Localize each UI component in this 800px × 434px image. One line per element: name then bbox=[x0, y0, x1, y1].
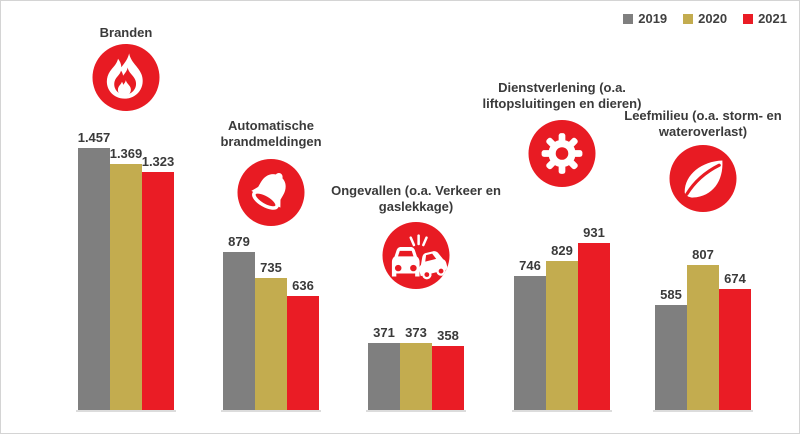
baseline bbox=[653, 410, 753, 412]
bar-value-label-dienstverlening-2021: 931 bbox=[583, 225, 605, 240]
bar-branden-2021 bbox=[142, 172, 174, 410]
baseline bbox=[221, 410, 321, 412]
group-title-ongevallen: Ongevallen (o.a. Verkeer en gaslekkage) bbox=[331, 183, 501, 214]
bar-value-label-ongevallen-2020: 373 bbox=[405, 325, 427, 340]
chart-group-dienstverlening: Dienstverlening (o.a. liftopsluitingen en… bbox=[483, 1, 641, 433]
group-title-leefmilieu: Leefmilieu (o.a. storm- en wateroverlast) bbox=[624, 108, 782, 139]
bar-ongevallen-2019 bbox=[368, 343, 400, 410]
bar-ongevallen-2021 bbox=[432, 346, 464, 410]
bar-branden-2020 bbox=[110, 164, 142, 410]
bar-ongevallen-2020 bbox=[400, 343, 432, 410]
bar-leefmilieu-2021 bbox=[719, 289, 751, 410]
group-title-branden: Branden bbox=[99, 25, 153, 40]
car-crash-icon bbox=[382, 222, 450, 289]
gear-icon bbox=[528, 120, 596, 187]
legend-label-2020: 2020 bbox=[698, 11, 728, 26]
bar-group-automatische-brandmeldingen: 879 735 636 bbox=[223, 1, 319, 410]
bar-group-dienstverlening: 746 829 931 bbox=[514, 1, 610, 410]
bar-dienstverlening-2019 bbox=[514, 276, 546, 410]
bar-value-label-dienstverlening-2019: 746 bbox=[519, 258, 541, 273]
chart-group-leefmilieu: Leefmilieu (o.a. storm- en wateroverlast)… bbox=[624, 1, 782, 433]
chart-group-ongevallen: Ongevallen (o.a. Verkeer en gaslekkage) 3… bbox=[331, 1, 501, 433]
baseline bbox=[76, 410, 176, 412]
leaf-icon bbox=[669, 145, 737, 212]
bar-value-label-automatische-brandmeldingen-2021: 636 bbox=[292, 278, 314, 293]
bar-automatische-brandmeldingen-2021 bbox=[287, 296, 319, 410]
bar-group-ongevallen: 371 373 358 bbox=[368, 1, 464, 410]
bar-value-label-ongevallen-2019: 371 bbox=[373, 325, 395, 340]
group-title-dienstverlening: Dienstverlening (o.a. liftopsluitingen en… bbox=[482, 80, 642, 111]
group-title-automatische-brandmeldingen: Automatische brandmeldingen bbox=[220, 118, 322, 149]
bar-value-label-leefmilieu-2020: 807 bbox=[692, 247, 714, 262]
bar-value-label-ongevallen-2021: 358 bbox=[437, 328, 459, 343]
bar-group-leefmilieu: 585 807 674 bbox=[655, 1, 751, 410]
bar-value-label-branden-2020: 1.369 bbox=[109, 146, 143, 161]
chart-group-automatische-brandmeldingen: Automatische brandmeldingen 879 735 636 bbox=[199, 1, 343, 433]
bar-value-label-dienstverlening-2020: 829 bbox=[551, 243, 573, 258]
bar-automatische-brandmeldingen-2019 bbox=[223, 252, 255, 410]
bar-leefmilieu-2019 bbox=[655, 305, 687, 410]
chart-legend: 2019 2020 2021 bbox=[623, 11, 787, 26]
bar-value-label-automatische-brandmeldingen-2020: 735 bbox=[260, 260, 282, 275]
flame-icon bbox=[92, 44, 160, 111]
bar-automatische-brandmeldingen-2020 bbox=[255, 278, 287, 410]
bar-value-label-branden-2019: 1.457 bbox=[77, 130, 111, 145]
legend-swatch-2020 bbox=[683, 13, 694, 24]
bar-value-label-branden-2021: 1.323 bbox=[141, 154, 175, 169]
bar-value-label-leefmilieu-2021: 674 bbox=[724, 271, 746, 286]
baseline bbox=[366, 410, 466, 412]
bell-icon bbox=[237, 159, 305, 226]
bar-value-label-leefmilieu-2019: 585 bbox=[660, 287, 682, 302]
legend-item-2020: 2020 bbox=[683, 11, 727, 26]
bar-group-branden: 1.457 1.369 1.323 bbox=[78, 1, 174, 410]
bar-value-label-automatische-brandmeldingen-2019: 879 bbox=[228, 234, 250, 249]
legend-item-2019: 2019 bbox=[623, 11, 667, 26]
bar-dienstverlening-2020 bbox=[546, 261, 578, 410]
baseline bbox=[512, 410, 612, 412]
bar-branden-2019 bbox=[78, 148, 110, 410]
legend-item-2021: 2021 bbox=[743, 11, 787, 26]
legend-label-2021: 2021 bbox=[758, 11, 787, 26]
bar-leefmilieu-2020 bbox=[687, 265, 719, 410]
bar-dienstverlening-2021 bbox=[578, 243, 610, 410]
legend-label-2019: 2019 bbox=[638, 11, 668, 26]
legend-swatch-2019 bbox=[623, 13, 634, 24]
chart-group-branden: Branden 1.457 1.369 1.323 bbox=[54, 1, 198, 433]
legend-swatch-2021 bbox=[743, 13, 754, 24]
